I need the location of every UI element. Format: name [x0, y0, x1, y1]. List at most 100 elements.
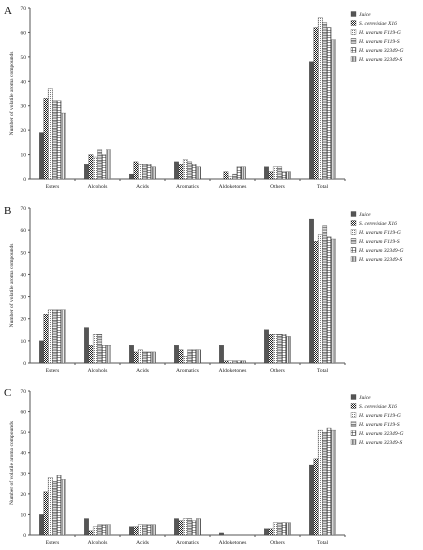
y-tick-label: 30	[21, 471, 27, 477]
legend-swatch	[350, 29, 357, 35]
y-tick-label: 20	[21, 492, 27, 498]
y-tick-label: 60	[21, 228, 27, 234]
bar	[232, 173, 238, 180]
x-category-label: Others	[270, 368, 285, 374]
legend-entry: H. uvarum F119-G	[358, 413, 401, 419]
legend-swatch	[350, 20, 357, 26]
bar	[178, 164, 184, 180]
x-category-label: Esters	[46, 184, 59, 190]
bar	[317, 429, 323, 536]
bar	[47, 309, 53, 364]
bar	[61, 309, 66, 364]
bar	[236, 360, 242, 364]
bar	[223, 171, 229, 180]
legend-entry: H. uvarum 32349-G	[358, 430, 403, 437]
bar	[268, 334, 274, 364]
legend-swatch	[350, 238, 357, 244]
legend-swatch	[350, 394, 357, 400]
bar	[146, 164, 152, 180]
bar	[286, 336, 291, 364]
bar	[182, 159, 188, 180]
panel-A: A Number of volatile aroma compounds 0 10 20…	[4, 5, 403, 190]
bar	[309, 464, 314, 536]
y-tick-label: 70	[21, 6, 27, 12]
bar	[47, 477, 53, 536]
bar	[151, 166, 156, 180]
bar	[142, 351, 148, 364]
legend-swatch	[350, 56, 357, 62]
bar	[43, 491, 49, 536]
legend-swatch	[350, 220, 357, 226]
legend-entry: Juice	[359, 395, 371, 401]
bar	[219, 532, 224, 536]
x-category-label: Alcohols	[88, 540, 108, 546]
bar	[133, 161, 139, 180]
bar	[326, 27, 332, 180]
bar	[264, 329, 269, 364]
bar	[313, 241, 319, 364]
bar	[322, 22, 328, 180]
legend-swatch	[350, 430, 357, 436]
bar	[151, 351, 156, 364]
bar	[182, 356, 188, 364]
x-category-label: Total	[317, 184, 329, 190]
bar	[277, 334, 283, 364]
bar	[313, 27, 319, 180]
bar	[272, 166, 278, 180]
bar	[52, 309, 58, 364]
legend-swatch	[350, 421, 357, 427]
legend-entry: S. cerevisiae X16	[359, 21, 397, 27]
bar	[56, 100, 62, 180]
bar	[61, 112, 66, 180]
x-category-label: Aromatics	[176, 184, 199, 190]
bar	[142, 164, 148, 180]
bar	[281, 171, 287, 180]
bar	[39, 340, 44, 364]
x-category-label: Total	[317, 540, 329, 546]
panel-letter: C	[4, 387, 11, 399]
bar	[187, 518, 193, 536]
x-category-label: Total	[317, 368, 329, 374]
y-tick-label: 10	[21, 512, 27, 518]
x-category-label: Acids	[136, 184, 149, 190]
bar	[92, 334, 98, 364]
bar	[101, 154, 107, 180]
bar	[322, 431, 328, 536]
legend-entry: H. uvarum F119-S	[358, 39, 400, 45]
bar	[133, 351, 139, 364]
bar	[236, 166, 242, 180]
legend-entry: H. uvarum F119-G	[358, 30, 401, 36]
bar	[191, 164, 197, 180]
legend-entry: H. uvarum 32349-S	[358, 56, 402, 63]
legend-swatch	[350, 412, 357, 418]
bar	[142, 524, 148, 536]
bar	[133, 526, 139, 536]
bar	[313, 458, 319, 536]
bar	[331, 429, 336, 536]
bar	[84, 518, 89, 536]
bar	[97, 334, 103, 364]
bar	[286, 522, 291, 536]
bar	[227, 176, 233, 180]
bar	[178, 349, 184, 364]
bar	[191, 349, 197, 364]
bar	[151, 524, 156, 536]
bar	[187, 349, 193, 364]
bar	[286, 171, 291, 180]
y-tick-label: 30	[21, 104, 27, 110]
y-tick-label: 0	[23, 361, 26, 367]
legend-entry: H. uvarum 32349-G	[358, 47, 403, 54]
y-tick-label: 60	[21, 30, 27, 36]
y-tick-label: 70	[21, 206, 27, 212]
bar	[137, 349, 143, 364]
legend-entry: H. uvarum 32349-G	[358, 247, 403, 254]
y-tick-label: 70	[21, 389, 27, 395]
bar	[84, 327, 89, 364]
x-category-label: Aromatics	[176, 540, 199, 546]
legend-swatch	[350, 256, 357, 262]
legend-entry: H. uvarum F119-S	[358, 422, 400, 428]
bar	[47, 88, 53, 180]
y-tick-label: 50	[21, 250, 27, 256]
bar	[196, 349, 201, 364]
